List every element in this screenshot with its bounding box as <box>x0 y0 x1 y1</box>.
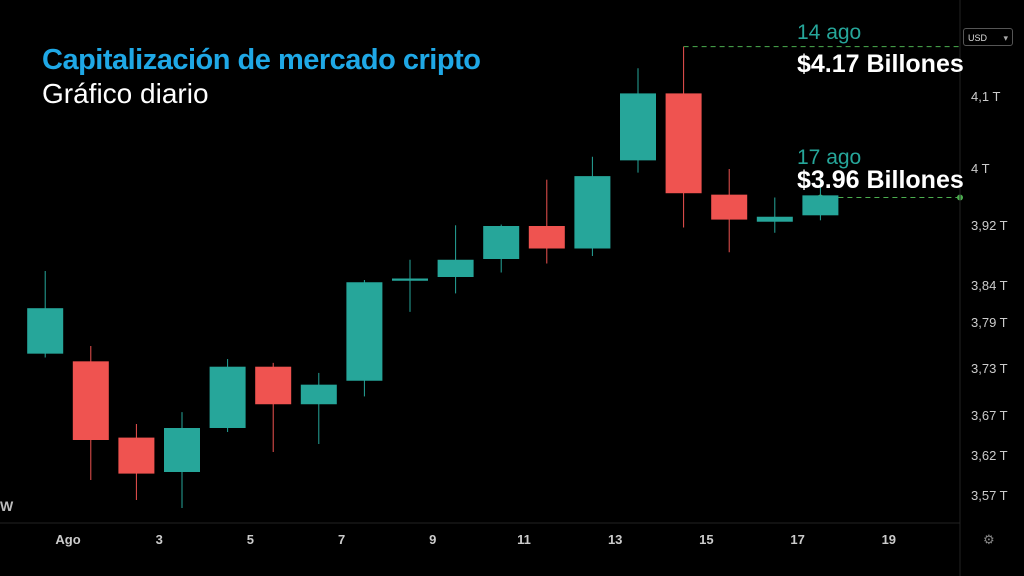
candle <box>118 424 155 500</box>
candle-body <box>756 216 793 222</box>
x-tick-label: 7 <box>338 532 345 547</box>
x-tick-label: 9 <box>429 532 436 547</box>
chart-title: Capitalización de mercado cripto <box>42 44 481 76</box>
candle-body <box>118 437 155 474</box>
x-tick-label: 11 <box>517 532 531 547</box>
candle <box>72 346 109 480</box>
candle-body <box>711 194 748 220</box>
candle <box>574 156 611 256</box>
x-tick-label: 5 <box>247 532 254 547</box>
y-tick-label: 4 T <box>971 161 990 176</box>
y-tick-label: 3,84 T <box>971 278 1008 293</box>
candle <box>437 225 474 294</box>
candle-body <box>27 308 64 354</box>
y-tick-label: 3,62 T <box>971 448 1008 463</box>
annotation-date-peak: 14 ago <box>797 21 862 44</box>
candle-body <box>802 195 839 216</box>
y-tick-label: 3,67 T <box>971 408 1008 423</box>
candle <box>209 359 246 432</box>
candle-body <box>483 226 520 259</box>
y-tick-label: 4,1 T <box>971 89 1000 104</box>
candle-body <box>528 226 565 249</box>
candle-body <box>437 259 474 277</box>
y-tick-label: 3,73 T <box>971 361 1008 376</box>
x-tick-label: 13 <box>608 532 622 547</box>
candle-body <box>300 384 337 405</box>
candle-body <box>346 282 383 381</box>
x-axis-ticks: Ago 3 5 7 9 11 13 15 17 19 <box>55 532 896 547</box>
candle <box>756 197 793 233</box>
y-tick-label: 3,79 T <box>971 315 1008 330</box>
candle <box>665 46 702 228</box>
chart-subtitle: Gráfico diario <box>42 78 209 109</box>
x-tick-label: Ago <box>55 532 80 547</box>
candle-body <box>392 278 428 281</box>
candle <box>528 179 565 264</box>
currency-selector[interactable]: USD ▾ <box>963 28 1013 46</box>
candles <box>27 46 839 508</box>
x-tick-label: 17 <box>790 532 804 547</box>
currency-selector-label: USD <box>968 33 988 43</box>
y-axis-ticks: 3,57 T 3,62 T 3,67 T 3,73 T 3,79 T 3,84 T 3,92… <box>971 89 1008 503</box>
candle-body <box>255 366 292 405</box>
candle-body <box>164 428 200 472</box>
candle <box>164 412 200 508</box>
x-tick-label: 19 <box>882 532 896 547</box>
candle-body <box>72 361 109 440</box>
y-tick-label: 3,57 T <box>971 488 1008 503</box>
candle-body <box>209 366 246 428</box>
candle <box>483 224 520 273</box>
candle <box>392 259 428 312</box>
y-tick-label: 3,92 T <box>971 218 1008 233</box>
annotation-value-peak: $4.17 Billones <box>797 50 964 78</box>
candle <box>802 176 839 221</box>
candle <box>27 271 64 358</box>
x-tick-label: 15 <box>699 532 713 547</box>
candle <box>300 372 337 444</box>
candle-body <box>574 176 611 249</box>
candle <box>711 169 748 253</box>
candle-body <box>665 93 702 194</box>
watermark-logo: W <box>0 498 14 514</box>
candle <box>346 280 383 397</box>
annotation-value-latest: $3.96 Billones <box>797 166 964 194</box>
x-tick-label: 3 <box>156 532 163 547</box>
chevron-down-icon: ▾ <box>1003 33 1008 43</box>
annotation-date-latest: 17 ago <box>797 146 862 169</box>
settings-icon[interactable]: ⚙ <box>983 532 995 547</box>
candle <box>620 68 656 173</box>
candle <box>255 362 292 452</box>
candle-body <box>620 93 656 161</box>
